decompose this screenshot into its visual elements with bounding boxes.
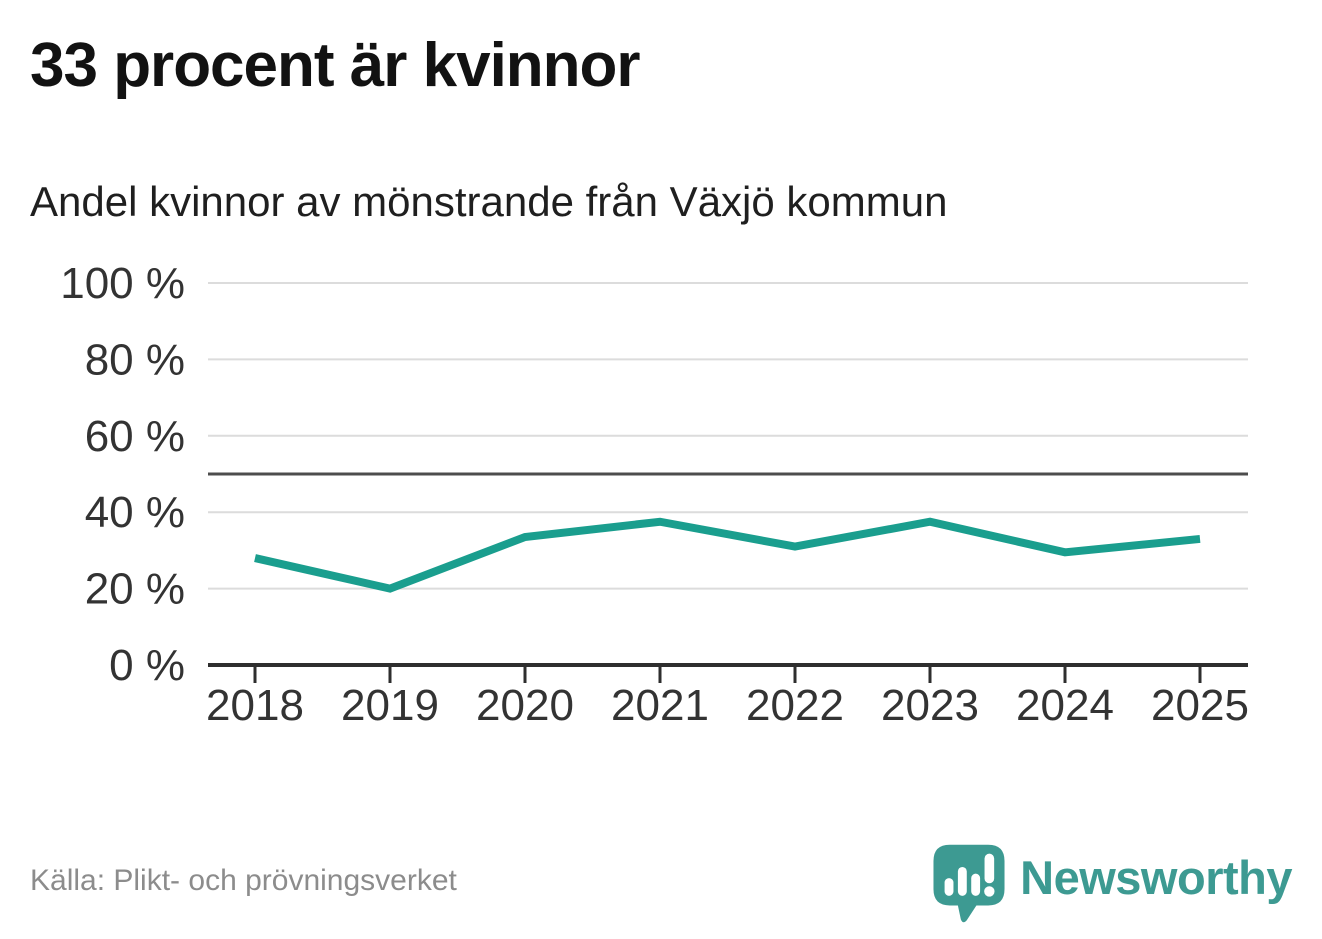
x-tick-label: 2020 [476,681,574,730]
data-series-line [254,517,1201,593]
line-chart-svg: 0 % 20 % 40 % 60 % 80 % 100 % 2018 2019 2020 2021… [60,259,1249,730]
newsworthy-bubble-chart-icon [933,844,1005,923]
x-tick-label: 2022 [746,681,844,730]
y-tick-label: 80 % [85,335,185,384]
chart-subtitle: Andel kvinnor av mönstrande från Växjö k… [30,178,948,225]
y-tick-label: 40 % [85,488,185,537]
x-tick-label: 2018 [206,681,304,730]
y-tick-label: 100 % [60,259,185,308]
newsworthy-logo: Newsworthy [932,843,1292,925]
x-tick-label: 2023 [881,681,979,730]
x-tick-label: 2019 [341,681,439,730]
x-tick-label: 2025 [1151,681,1249,730]
newsworthy-wordmark: Newsworthy [1020,850,1292,904]
y-tick-label: 20 % [85,565,185,614]
line-chart: 0 % 20 % 40 % 60 % 80 % 100 % 2018 2019 2020 2021… [0,250,1322,750]
y-tick-label: 0 % [109,641,185,690]
y-tick-label: 60 % [85,412,185,461]
x-tick-label: 2021 [611,681,709,730]
page-title: 33 procent är kvinnor [30,31,641,100]
source-note: Källa: Plikt- och prövningsverket [30,864,457,897]
x-tick-label: 2024 [1016,681,1114,730]
